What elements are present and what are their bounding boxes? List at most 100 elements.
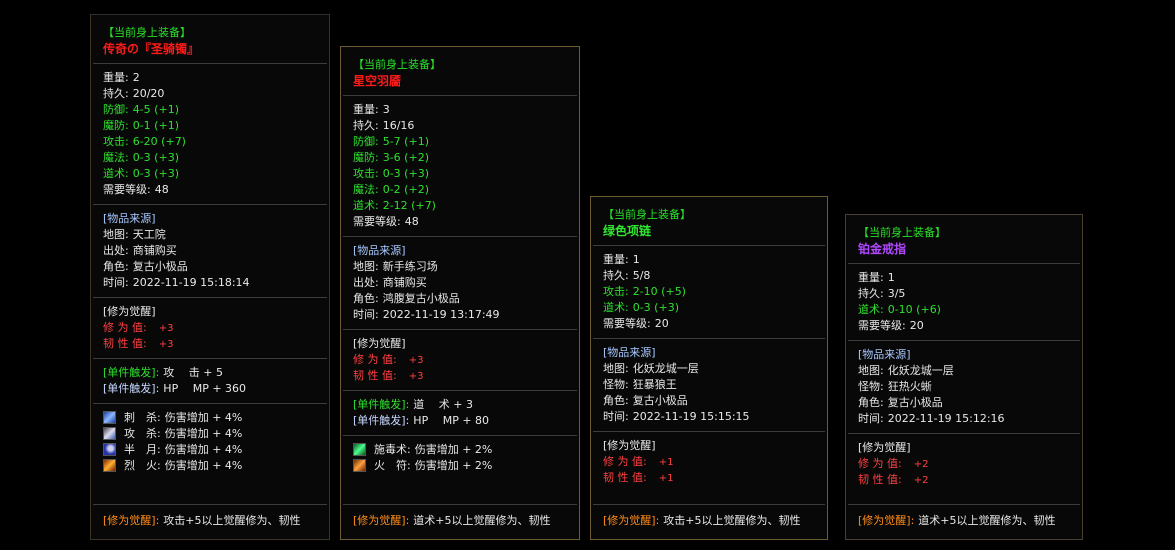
awaken-row: 修 为 值: +3	[103, 320, 317, 336]
skill-row: 半 月: 伤害增加 + 4%	[103, 442, 317, 458]
skills-section: 施毒术: 伤害增加 + 2% 火 符: 伤害增加 + 2%	[343, 435, 577, 480]
source-value: 天工院	[132, 228, 166, 241]
awaken-row: 修 为 值: +2	[858, 456, 1070, 472]
footer-section: [修为觉醒]: 道术+5以上觉醒修为、韧性	[343, 504, 577, 539]
awaken-title: [修为觉醒]	[103, 305, 156, 318]
source-title: [物品来源]	[858, 348, 911, 361]
source-label: 出处:	[103, 244, 129, 257]
awaken-row: 修 为 值: +1	[603, 454, 815, 470]
stat-label: 需要等级:	[353, 215, 401, 228]
awaken-value: +2	[913, 475, 929, 486]
source-value: 2022-11-19 15:15:15	[632, 410, 750, 423]
source-label: 地图:	[103, 228, 129, 241]
awaken-value: +2	[913, 459, 929, 470]
stat-value: 20	[909, 319, 924, 332]
source-row: 时间: 2022-11-19 15:18:14	[103, 275, 317, 291]
source-value: 化妖龙城一层	[632, 362, 699, 375]
awaken-label: 修 为 值:	[103, 321, 147, 334]
stat-value: 0-2 (+2)	[382, 183, 429, 196]
footer-row: [修为觉醒]: 攻击+5以上觉醒修为、韧性	[103, 513, 317, 529]
equip-header: 【当前身上装备】	[353, 58, 441, 71]
stat-value: 3	[382, 103, 390, 116]
footer-row: [修为觉醒]: 攻击+5以上觉醒修为、韧性	[603, 513, 815, 529]
skill-row: 刺 杀: 伤害增加 + 4%	[103, 410, 317, 426]
source-value: 鸿腹复古小极品	[382, 292, 460, 305]
source-label: 时间:	[353, 308, 379, 321]
stat-label: 持久:	[603, 269, 629, 282]
stat-value: 1	[632, 253, 640, 266]
skill-row: 烈 火: 伤害增加 + 4%	[103, 458, 317, 474]
source-row: 角色: 鸿腹复古小极品	[353, 291, 567, 307]
source-title: [物品来源]	[103, 212, 156, 225]
stat-value: 0-3 (+3)	[132, 151, 179, 164]
skill-icon	[353, 443, 366, 456]
awaken-label: 韧 性 值:	[353, 369, 397, 382]
awaken-value: +3	[408, 371, 424, 382]
footer-section: [修为觉醒]: 攻击+5以上觉醒修为、韧性	[93, 504, 327, 539]
stat-row: 道术: 0-10 (+6)	[858, 302, 1070, 318]
source-value: 2022-11-19 13:17:49	[382, 308, 500, 321]
skill-name: 施毒术:	[374, 443, 411, 456]
trigger-section: [单件触发]: 攻 击 + 5 [单件触发]: HP MP + 360	[93, 358, 327, 403]
source-row: 怪物: 狂暴狼王	[603, 377, 815, 393]
skill-row: 施毒术: 伤害增加 + 2%	[353, 442, 567, 458]
stat-row: 攻击: 0-3 (+3)	[353, 166, 567, 182]
source-label: 地图:	[858, 364, 884, 377]
footer-row: [修为觉醒]: 道术+5以上觉醒修为、韧性	[353, 513, 567, 529]
source-value: 化妖龙城一层	[887, 364, 954, 377]
awaken-value: +1	[658, 473, 674, 484]
source-value: 2022-11-19 15:18:14	[132, 276, 250, 289]
stat-value: 6-20 (+7)	[132, 135, 186, 148]
skill-effect: 伤害增加 + 4%	[164, 411, 243, 424]
stat-row: 需要等级: 48	[353, 214, 567, 230]
source-row: 怪物: 狂热火蜥	[858, 379, 1070, 395]
stat-row: 道术: 2-12 (+7)	[353, 198, 567, 214]
source-value: 复古小极品	[887, 396, 943, 409]
stat-value: 0-3 (+3)	[632, 301, 679, 314]
source-label: 角色:	[103, 260, 129, 273]
source-title: [物品来源]	[353, 244, 406, 257]
stat-row: 攻击: 2-10 (+5)	[603, 284, 815, 300]
stat-row: 持久: 3/5	[858, 286, 1070, 302]
source-value: 狂暴狼王	[632, 378, 677, 391]
stat-row: 防御: 4-5 (+1)	[103, 102, 317, 118]
awaken-label: 韧 性 值:	[858, 473, 902, 486]
source-label: 出处:	[353, 276, 379, 289]
awaken-section: [修为觉醒] 修 为 值: +2 韧 性 值: +2	[848, 433, 1080, 494]
equip-header: 【当前身上装备】	[103, 26, 191, 39]
skill-name: 刺 杀:	[124, 411, 161, 424]
skill-row: 火 符: 伤害增加 + 2%	[353, 458, 567, 474]
stat-row: 需要等级: 20	[858, 318, 1070, 334]
source-row: 时间: 2022-11-19 15:15:15	[603, 409, 815, 425]
source-row: 出处: 商铺购买	[103, 243, 317, 259]
stat-value: 16/16	[382, 119, 415, 132]
footer-section: [修为觉醒]: 攻击+5以上觉醒修为、韧性	[593, 504, 825, 539]
footer-label: [修为觉醒]:	[858, 514, 915, 527]
stat-value: 1	[887, 271, 895, 284]
source-row: 地图: 天工院	[103, 227, 317, 243]
source-value: 复古小极品	[632, 394, 688, 407]
stat-row: 防御: 5-7 (+1)	[353, 134, 567, 150]
trigger-row: [单件触发]: HP MP + 360	[103, 381, 317, 397]
item-tooltip: 【当前身上装备】 传奇の『圣骑镯』 重量: 2 持久: 20/20 防御: 4-5 (+1) 魔…	[90, 14, 330, 540]
trigger-section: [单件触发]: 道 术 + 3 [单件触发]: HP MP + 80	[343, 390, 577, 435]
stat-row: 重量: 1	[603, 252, 815, 268]
source-label: 角色:	[603, 394, 629, 407]
awaken-row: 韧 性 值: +2	[858, 472, 1070, 488]
trigger-label: [单件触发]:	[353, 414, 410, 427]
stat-value: 5/8	[632, 269, 651, 282]
source-label: 怪物:	[603, 378, 629, 391]
source-row: 角色: 复古小极品	[603, 393, 815, 409]
skill-effect: 伤害增加 + 4%	[164, 443, 243, 456]
stat-label: 攻击:	[353, 167, 379, 180]
stat-label: 需要等级:	[603, 317, 651, 330]
awaken-section: [修为觉醒] 修 为 值: +3 韧 性 值: +3	[343, 329, 577, 390]
source-label: 时间:	[858, 412, 884, 425]
stat-label: 防御:	[103, 103, 129, 116]
item-name: 绿色项链	[603, 224, 652, 238]
trigger-label: [单件触发]:	[103, 366, 160, 379]
stat-row: 道术: 0-3 (+3)	[603, 300, 815, 316]
stat-label: 魔法:	[353, 183, 379, 196]
stat-label: 重量:	[103, 71, 129, 84]
trigger-value: 道 术 + 3	[413, 398, 474, 411]
